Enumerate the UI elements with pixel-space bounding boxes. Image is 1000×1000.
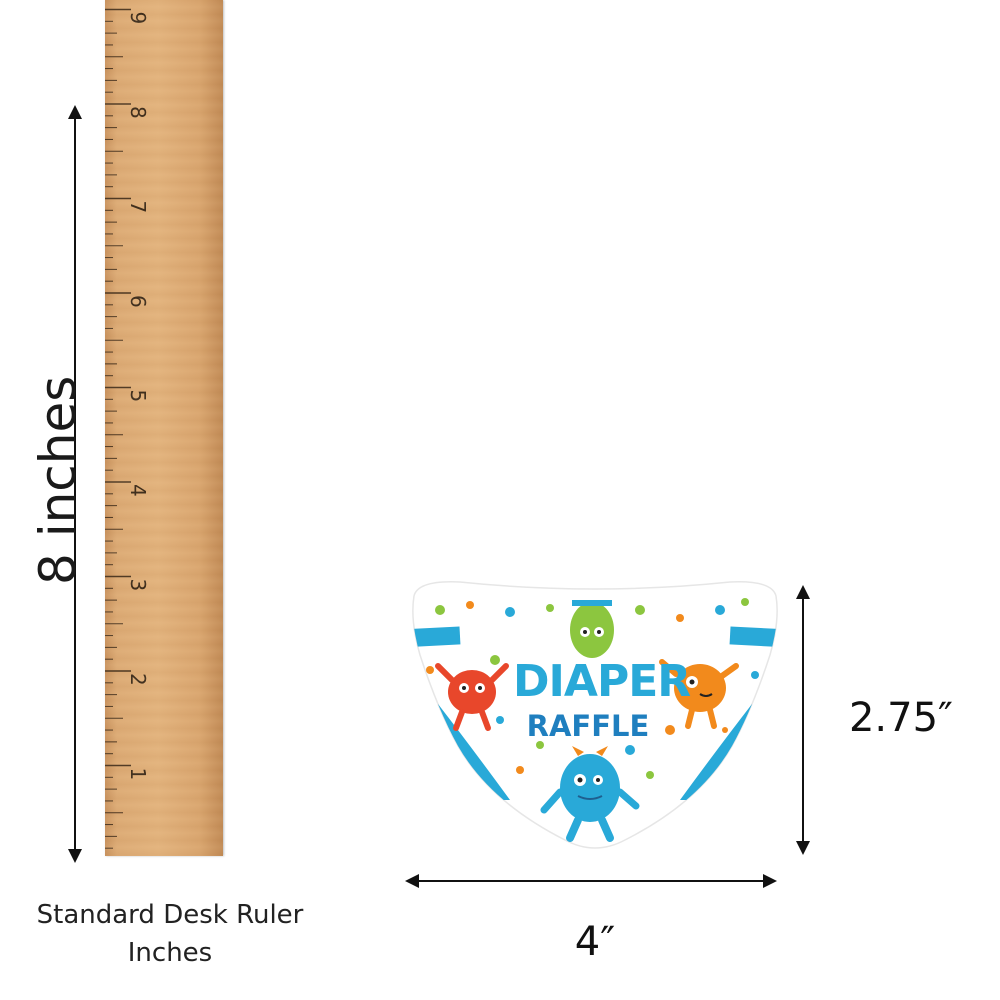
left-tab	[412, 626, 461, 648]
height-label: 8 inches	[29, 375, 87, 585]
orange-monster	[659, 659, 739, 729]
depth-label: 2.75″	[848, 695, 953, 741]
ruler-number: 6	[126, 295, 150, 308]
desk-ruler: 9 8 7 6 5 4 3 2 1	[105, 0, 223, 856]
card-decoration	[412, 598, 778, 842]
height-arrow	[68, 105, 82, 863]
ruler-number: 3	[126, 579, 150, 592]
ruler-number: 1	[126, 768, 150, 781]
ruler-caption: Standard Desk Ruler Inches	[0, 896, 340, 972]
red-monster	[435, 663, 509, 731]
ruler-number: 5	[126, 390, 150, 403]
right-tab	[729, 626, 778, 648]
blue-monster	[540, 746, 640, 842]
ruler-number: 4	[126, 484, 150, 497]
ruler-markings: 9 8 7 6 5 4 3 2 1	[105, 8, 150, 849]
green-monster	[570, 600, 614, 658]
ruler-number: 2	[126, 673, 150, 686]
ruler-number: 9	[126, 12, 150, 25]
ruler-number: 7	[126, 201, 150, 214]
diaper-raffle-card	[412, 581, 778, 849]
width-arrow	[405, 874, 777, 888]
width-label: 4″	[574, 919, 616, 965]
card-title-raffle: RAFFLE	[526, 709, 650, 743]
caption-line-1: Standard Desk Ruler	[36, 900, 304, 930]
ruler-number: 8	[126, 106, 150, 119]
caption-line-2: Inches	[127, 938, 213, 968]
card-title-diaper: DIAPER	[513, 656, 691, 707]
depth-arrow	[796, 585, 810, 855]
